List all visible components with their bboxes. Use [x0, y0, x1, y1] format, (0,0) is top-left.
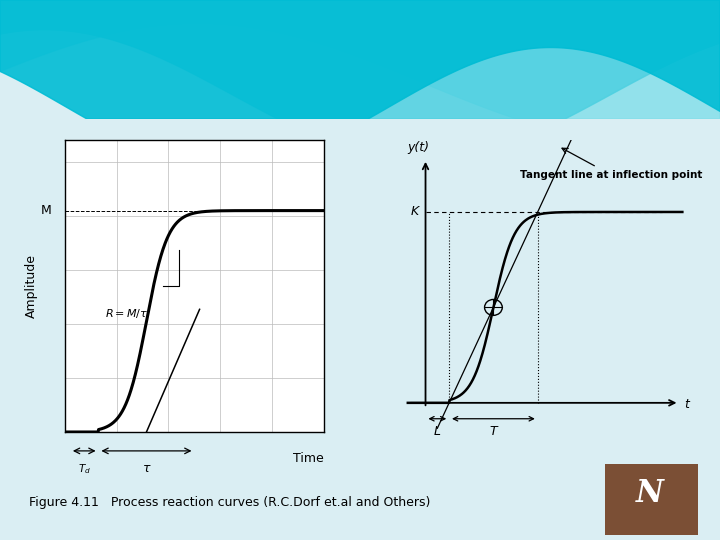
Text: Time: Time [293, 453, 324, 465]
Text: $\tau$: $\tau$ [142, 462, 151, 475]
Text: t: t [684, 397, 689, 410]
Text: K: K [411, 206, 419, 219]
Text: L: L [434, 426, 441, 438]
Text: Amplitude: Amplitude [24, 254, 37, 318]
FancyBboxPatch shape [602, 462, 701, 537]
Text: $T_d$: $T_d$ [78, 462, 91, 476]
Text: M: M [41, 204, 52, 217]
Text: N: N [636, 478, 664, 509]
Text: Tangent line at inflection point: Tangent line at inflection point [520, 148, 702, 180]
Text: y(t): y(t) [407, 140, 429, 154]
Text: $R=M/\tau$: $R=M/\tau$ [105, 307, 149, 320]
Text: T: T [490, 426, 498, 438]
Text: Figure 4.11   Process reaction curves (R.C.Dorf et.al and Others): Figure 4.11 Process reaction curves (R.C… [29, 496, 430, 509]
